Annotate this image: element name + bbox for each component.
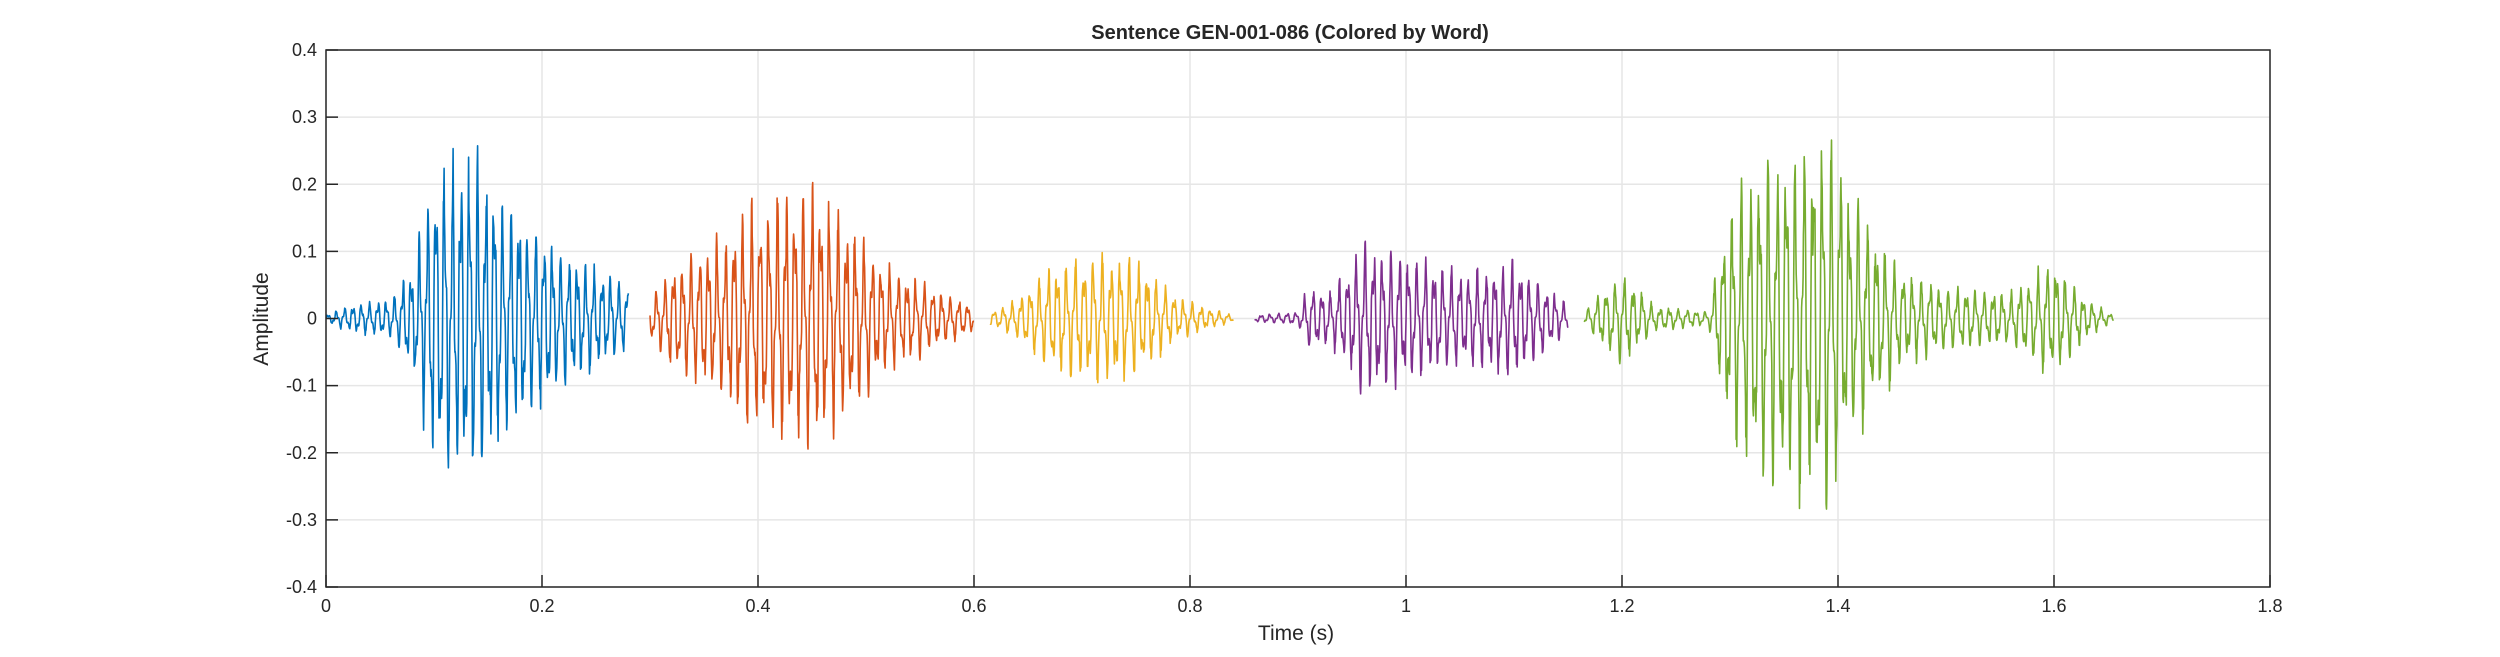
x-tick-label: 1.8	[2257, 596, 2282, 616]
series-group	[325, 139, 2115, 510]
y-tick-label: -0.1	[286, 376, 317, 396]
word-waveform-2	[649, 181, 975, 450]
x-tick-label: 0	[321, 596, 331, 616]
axes: 0 0.2 0.4 0.6 0.8 1 1.2 1.4 1.6 1.8 -0.4 -0.3 -0.2 -0…	[286, 40, 2283, 616]
x-tick-label: 1	[1401, 596, 1411, 616]
x-tick-label: 1.4	[1825, 596, 1850, 616]
word-waveform-4	[1254, 240, 1569, 395]
chart-title: Sentence GEN-001-086 (Colored by Word)	[1091, 22, 1489, 44]
y-axis-label: Amplitude	[250, 272, 273, 365]
y-tick-label: -0.3	[286, 510, 317, 530]
x-tick-label: 0.8	[1177, 596, 1202, 616]
x-tick-label: 0.4	[745, 596, 770, 616]
word-waveform-3	[989, 251, 1234, 384]
y-tick-label: -0.4	[286, 577, 317, 597]
y-tick-label: 0.3	[292, 107, 317, 127]
x-axis-label: Time (s)	[1258, 622, 1334, 645]
word-waveform-5	[1583, 139, 2115, 510]
y-tick-label: 0	[307, 309, 317, 329]
y-tick-label: 0.4	[292, 40, 317, 60]
y-tick-label: -0.2	[286, 443, 317, 463]
y-tick-label: 0.1	[292, 241, 317, 261]
x-tick-label: 1.6	[2041, 596, 2066, 616]
x-tick-label: 0.2	[529, 596, 554, 616]
y-tick-label: 0.2	[292, 174, 317, 194]
word-waveform-1	[325, 145, 630, 469]
x-tick-label: 1.2	[1609, 596, 1634, 616]
x-tick-label: 0.6	[961, 596, 986, 616]
